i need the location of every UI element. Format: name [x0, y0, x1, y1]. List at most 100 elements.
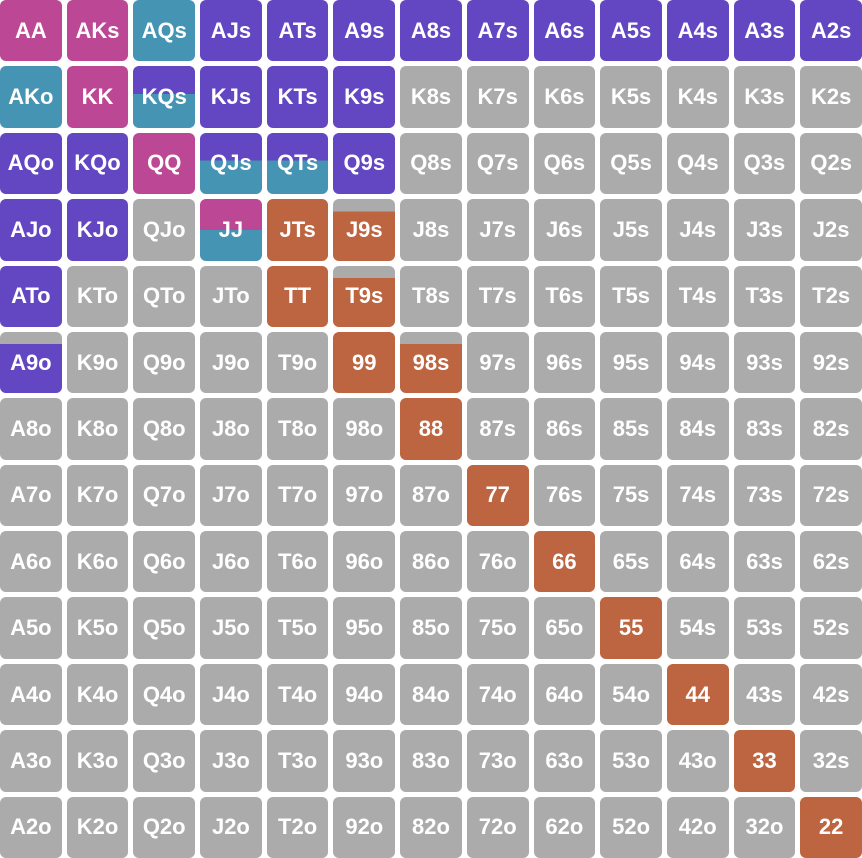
hand-cell-A8s[interactable]: A8s — [400, 0, 462, 62]
hand-cell-Q5o[interactable]: Q5o — [133, 597, 196, 659]
hand-cell-A2o[interactable]: A2o — [0, 796, 62, 858]
hand-cell-96s[interactable]: 96s — [533, 331, 596, 394]
hand-cell-T3o[interactable]: T3o — [266, 730, 329, 792]
hand-cell-A6s[interactable]: A6s — [533, 0, 596, 62]
hand-cell-J9s[interactable]: J9s — [333, 199, 396, 261]
hand-cell-73s[interactable]: 73s — [733, 464, 796, 527]
hand-cell-Q3o[interactable]: Q3o — [133, 730, 196, 792]
hand-cell-65o[interactable]: 65o — [533, 597, 596, 659]
hand-cell-94s[interactable]: 94s — [666, 331, 729, 394]
hand-cell-52o[interactable]: 52o — [600, 796, 662, 858]
hand-cell-42o[interactable]: 42o — [666, 796, 729, 858]
hand-cell-53s[interactable]: 53s — [733, 597, 796, 659]
hand-cell-AQo[interactable]: AQo — [0, 132, 62, 195]
hand-cell-97s[interactable]: 97s — [466, 331, 529, 394]
hand-cell-72o[interactable]: 72o — [466, 796, 529, 858]
hand-cell-T5s[interactable]: T5s — [600, 265, 662, 327]
hand-cell-A7o[interactable]: A7o — [0, 464, 62, 527]
hand-cell-J5s[interactable]: J5s — [600, 199, 662, 261]
hand-cell-KTs[interactable]: KTs — [266, 66, 329, 128]
hand-cell-T3s[interactable]: T3s — [733, 265, 796, 327]
hand-cell-85s[interactable]: 85s — [600, 398, 662, 460]
hand-cell-42s[interactable]: 42s — [800, 663, 862, 726]
hand-cell-TT[interactable]: TT — [266, 265, 329, 327]
hand-cell-J7o[interactable]: J7o — [200, 464, 262, 527]
hand-cell-T6s[interactable]: T6s — [533, 265, 596, 327]
hand-cell-83s[interactable]: 83s — [733, 398, 796, 460]
hand-cell-J9o[interactable]: J9o — [200, 331, 262, 394]
hand-cell-T8o[interactable]: T8o — [266, 398, 329, 460]
hand-cell-43o[interactable]: 43o — [666, 730, 729, 792]
hand-cell-KK[interactable]: KK — [66, 66, 129, 128]
hand-cell-74s[interactable]: 74s — [666, 464, 729, 527]
hand-cell-62s[interactable]: 62s — [800, 531, 862, 593]
hand-cell-A4s[interactable]: A4s — [666, 0, 729, 62]
hand-cell-A8o[interactable]: A8o — [0, 398, 62, 460]
hand-cell-T4s[interactable]: T4s — [666, 265, 729, 327]
hand-cell-A9o[interactable]: A9o — [0, 331, 62, 394]
hand-cell-AJo[interactable]: AJo — [0, 199, 62, 261]
hand-cell-55[interactable]: 55 — [600, 597, 662, 659]
hand-cell-93o[interactable]: 93o — [333, 730, 396, 792]
hand-cell-K4o[interactable]: K4o — [66, 663, 129, 726]
hand-cell-T2s[interactable]: T2s — [800, 265, 862, 327]
hand-cell-T7o[interactable]: T7o — [266, 464, 329, 527]
hand-cell-A5s[interactable]: A5s — [600, 0, 662, 62]
hand-cell-KJs[interactable]: KJs — [200, 66, 262, 128]
hand-cell-AJs[interactable]: AJs — [200, 0, 262, 62]
hand-cell-J8o[interactable]: J8o — [200, 398, 262, 460]
hand-cell-76s[interactable]: 76s — [533, 464, 596, 527]
hand-cell-A3o[interactable]: A3o — [0, 730, 62, 792]
hand-cell-K6s[interactable]: K6s — [533, 66, 596, 128]
hand-cell-JTo[interactable]: JTo — [200, 265, 262, 327]
hand-cell-Q8s[interactable]: Q8s — [400, 132, 462, 195]
hand-cell-A7s[interactable]: A7s — [466, 0, 529, 62]
hand-cell-43s[interactable]: 43s — [733, 663, 796, 726]
hand-cell-93s[interactable]: 93s — [733, 331, 796, 394]
hand-cell-92s[interactable]: 92s — [800, 331, 862, 394]
hand-cell-K2s[interactable]: K2s — [800, 66, 862, 128]
hand-cell-62o[interactable]: 62o — [533, 796, 596, 858]
hand-cell-A4o[interactable]: A4o — [0, 663, 62, 726]
hand-cell-86o[interactable]: 86o — [400, 531, 462, 593]
hand-cell-K9s[interactable]: K9s — [333, 66, 396, 128]
hand-cell-73o[interactable]: 73o — [466, 730, 529, 792]
hand-cell-86s[interactable]: 86s — [533, 398, 596, 460]
hand-cell-53o[interactable]: 53o — [600, 730, 662, 792]
hand-cell-99[interactable]: 99 — [333, 331, 396, 394]
hand-cell-Q4o[interactable]: Q4o — [133, 663, 196, 726]
hand-cell-76o[interactable]: 76o — [466, 531, 529, 593]
hand-cell-K3o[interactable]: K3o — [66, 730, 129, 792]
hand-cell-J2s[interactable]: J2s — [800, 199, 862, 261]
hand-cell-K4s[interactable]: K4s — [666, 66, 729, 128]
hand-cell-QTs[interactable]: QTs — [266, 132, 329, 195]
hand-cell-63s[interactable]: 63s — [733, 531, 796, 593]
hand-cell-J2o[interactable]: J2o — [200, 796, 262, 858]
hand-cell-85o[interactable]: 85o — [400, 597, 462, 659]
hand-cell-74o[interactable]: 74o — [466, 663, 529, 726]
hand-cell-98o[interactable]: 98o — [333, 398, 396, 460]
hand-cell-J6o[interactable]: J6o — [200, 531, 262, 593]
hand-cell-Q7s[interactable]: Q7s — [466, 132, 529, 195]
hand-cell-Q2o[interactable]: Q2o — [133, 796, 196, 858]
hand-cell-95o[interactable]: 95o — [333, 597, 396, 659]
hand-cell-K8o[interactable]: K8o — [66, 398, 129, 460]
hand-cell-AQs[interactable]: AQs — [133, 0, 196, 62]
hand-cell-75s[interactable]: 75s — [600, 464, 662, 527]
hand-cell-T9s[interactable]: T9s — [333, 265, 396, 327]
hand-cell-K3s[interactable]: K3s — [733, 66, 796, 128]
hand-cell-QQ[interactable]: QQ — [133, 132, 196, 195]
hand-cell-75o[interactable]: 75o — [466, 597, 529, 659]
hand-cell-97o[interactable]: 97o — [333, 464, 396, 527]
hand-cell-J3o[interactable]: J3o — [200, 730, 262, 792]
hand-cell-95s[interactable]: 95s — [600, 331, 662, 394]
hand-cell-98s[interactable]: 98s — [400, 331, 462, 394]
hand-cell-JJ[interactable]: JJ — [200, 199, 262, 261]
hand-cell-72s[interactable]: 72s — [800, 464, 862, 527]
hand-cell-QJs[interactable]: QJs — [200, 132, 262, 195]
hand-cell-ATo[interactable]: ATo — [0, 265, 62, 327]
hand-cell-84o[interactable]: 84o — [400, 663, 462, 726]
hand-cell-KQo[interactable]: KQo — [66, 132, 129, 195]
hand-cell-K5o[interactable]: K5o — [66, 597, 129, 659]
hand-cell-A3s[interactable]: A3s — [733, 0, 796, 62]
